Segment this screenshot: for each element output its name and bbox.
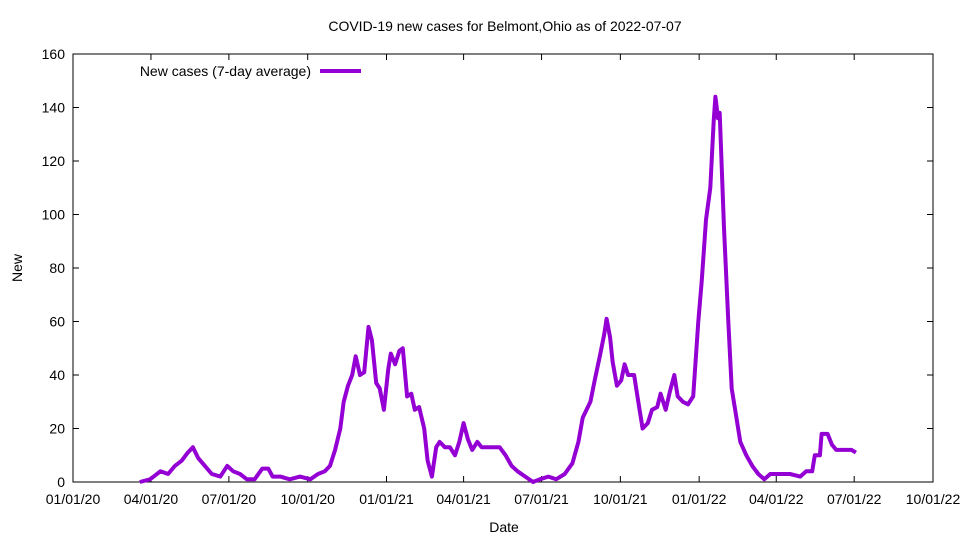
chart-title: COVID-19 new cases for Belmont,Ohio as o… — [328, 18, 682, 34]
y-tick-label: 80 — [49, 260, 65, 276]
axes — [72, 53, 934, 483]
x-tick-label: 04/01/20 — [124, 491, 179, 507]
legend-label: New cases (7-day average) — [140, 63, 311, 79]
x-tick-label: 07/01/22 — [827, 491, 882, 507]
y-tick-label: 160 — [42, 46, 66, 62]
x-axis-label: Date — [489, 519, 519, 535]
y-tick-label: 60 — [49, 314, 65, 330]
x-tick-label: 10/01/21 — [593, 491, 648, 507]
y-tick-label: 120 — [42, 153, 66, 169]
x-tick-label: 10/01/20 — [280, 491, 335, 507]
x-tick-label: 01/01/21 — [359, 491, 414, 507]
y-tick-label: 100 — [42, 207, 66, 223]
x-tick-label: 04/01/22 — [749, 491, 804, 507]
series-line-new-cases — [139, 94, 857, 484]
y-tick-label: 140 — [42, 100, 66, 116]
x-ticks: 01/01/20 04/01/20 07/01/20 10/01/20 01/01/21… — [46, 54, 960, 507]
plot-border — [72, 53, 934, 483]
x-tick-label: 01/01/22 — [672, 491, 727, 507]
y-ticks: 0 20 40 60 80 100 120 140 160 — [42, 46, 933, 490]
y-tick-label: 40 — [49, 367, 65, 383]
y-tick-label: 20 — [49, 421, 65, 437]
x-tick-label: 07/01/20 — [202, 491, 257, 507]
x-tick-label: 01/01/20 — [46, 491, 101, 507]
legend: New cases (7-day average) — [140, 63, 361, 79]
x-tick-label: 07/01/21 — [514, 491, 569, 507]
y-tick-label: 0 — [57, 474, 65, 490]
x-tick-label: 10/01/22 — [906, 491, 960, 507]
x-tick-label: 04/01/21 — [436, 491, 491, 507]
y-axis-label: New — [9, 253, 25, 282]
